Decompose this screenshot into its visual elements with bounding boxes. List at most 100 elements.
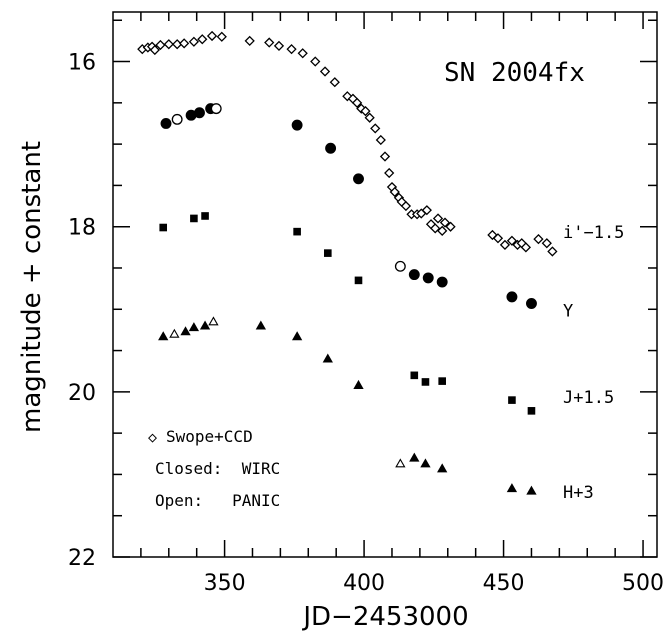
- y-tick-label: 18: [68, 216, 96, 241]
- x-tick-label: 500: [622, 571, 664, 596]
- swope-point: [351, 97, 363, 108]
- h-band-point: [420, 458, 431, 468]
- y-tick-label: 22: [68, 546, 96, 571]
- swope-point: [384, 167, 395, 179]
- y-band-point: [291, 119, 303, 131]
- swope-point: [375, 134, 386, 146]
- swope-point: [432, 213, 444, 224]
- band-label: Y: [563, 301, 573, 321]
- swope-point: [541, 238, 552, 249]
- data-points: [137, 30, 558, 495]
- swope-point: [379, 151, 391, 162]
- legend-closed-text: Closed: WIRC: [155, 459, 280, 478]
- j-band-point: [438, 377, 446, 385]
- swope-point: [197, 34, 208, 45]
- h-band-point: [409, 452, 420, 462]
- legend-swope-marker: ◇: [148, 428, 157, 446]
- swope-point: [297, 48, 308, 59]
- swope-point: [179, 38, 190, 49]
- chart-title: SN 2004fx: [444, 58, 585, 88]
- band-label: J+1.5: [563, 388, 614, 408]
- y-axis-title: magnitude + constant: [17, 141, 47, 433]
- swope-point: [149, 44, 160, 56]
- plot-frame: [112, 11, 658, 558]
- swope-point: [216, 31, 227, 42]
- j-band-point: [190, 214, 198, 223]
- swope-point: [163, 39, 174, 50]
- band-label: i'−1.5: [563, 223, 624, 243]
- j-band-point: [293, 227, 301, 236]
- y-band-point: [422, 272, 434, 284]
- h-band-point: [180, 326, 191, 336]
- y-band-point: [194, 107, 205, 119]
- swope-point: [430, 223, 441, 234]
- legend-swope-text: Swope+CCD: [166, 427, 253, 446]
- axis-ticks: [113, 12, 657, 558]
- y-band-point: [171, 113, 183, 125]
- j-band-point: [527, 407, 536, 415]
- h-band-point: [208, 316, 219, 326]
- swope-point: [244, 35, 255, 47]
- h-band-point: [353, 379, 364, 389]
- h-band-point: [255, 320, 267, 330]
- swope-point: [499, 239, 511, 250]
- h-band-point: [188, 322, 200, 332]
- swope-point: [188, 36, 200, 47]
- swope-point: [286, 44, 297, 55]
- swope-point: [506, 235, 518, 246]
- plot-border: [112, 11, 658, 558]
- swope-point: [389, 186, 400, 198]
- swope-point: [360, 105, 371, 117]
- j-band-point: [159, 223, 168, 232]
- swope-point: [520, 242, 532, 253]
- swope-point: [273, 40, 285, 51]
- x-axis-title: JD−2453000: [301, 602, 468, 632]
- y-band-point: [353, 173, 364, 185]
- y-band-point: [408, 269, 420, 281]
- y-band-point: [325, 142, 337, 154]
- h-band-point: [158, 331, 169, 341]
- j-band-point: [201, 212, 209, 220]
- h-band-point: [437, 463, 448, 473]
- h-band-point: [506, 483, 518, 493]
- swope-point: [264, 37, 275, 48]
- j-band-point: [410, 371, 419, 380]
- swope-point: [206, 30, 218, 42]
- y-band-point: [436, 276, 448, 288]
- legend: ◇ Swope+CCD Closed: WIRC Open: PANIC: [148, 427, 280, 510]
- h-band-point: [395, 458, 406, 468]
- swope-point: [319, 66, 331, 77]
- j-band-point: [354, 276, 363, 285]
- h-band-point: [169, 328, 180, 338]
- x-tick-label: 400: [343, 571, 385, 596]
- swope-point: [547, 246, 558, 257]
- y-band-point: [506, 291, 518, 303]
- swope-point: [329, 77, 340, 88]
- j-band-point: [508, 396, 516, 404]
- y-band-point: [210, 103, 222, 115]
- y-band-point: [160, 118, 172, 129]
- swope-point: [370, 123, 381, 134]
- swope-point: [439, 217, 451, 228]
- legend-open-text: Open: PANIC: [155, 491, 280, 510]
- swope-point: [492, 233, 504, 244]
- swope-point: [421, 205, 432, 216]
- y-band-point: [526, 298, 537, 309]
- x-tick-label: 350: [204, 571, 246, 596]
- band-label: H+3: [563, 483, 594, 503]
- j-band-point: [421, 378, 430, 386]
- h-band-point: [526, 485, 537, 495]
- x-tick-label: 450: [483, 571, 525, 596]
- tick-labels: 350 400 450 500 16 18 20 22: [68, 51, 664, 596]
- y-band-point: [394, 260, 406, 272]
- swope-point: [310, 56, 321, 67]
- h-band-point: [322, 353, 333, 363]
- swope-point: [437, 225, 448, 236]
- y-tick-label: 16: [68, 51, 96, 76]
- swope-point: [364, 112, 375, 123]
- swope-point: [400, 200, 412, 212]
- swope-point: [445, 221, 456, 232]
- j-band-point: [324, 249, 332, 257]
- h-band-point: [291, 331, 303, 341]
